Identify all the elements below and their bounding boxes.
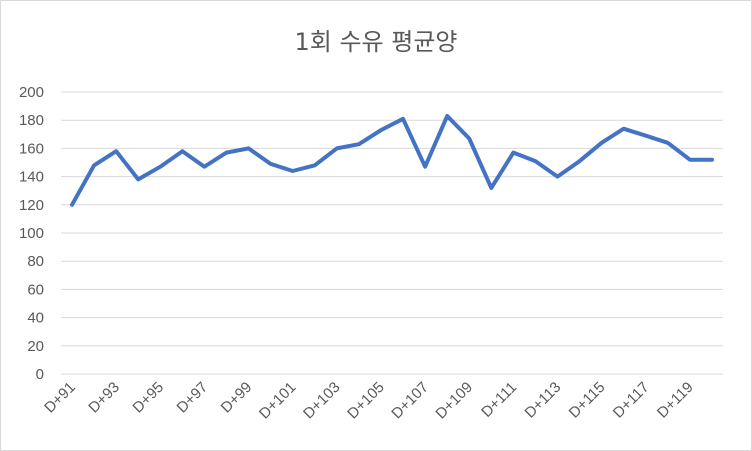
data-point xyxy=(313,163,317,167)
data-point xyxy=(511,151,515,155)
x-tick-label: D+95 xyxy=(129,379,167,417)
x-tick-label: D+115 xyxy=(566,379,609,422)
y-tick-label: 120 xyxy=(19,197,44,214)
data-point xyxy=(357,142,361,146)
x-tick-label: D+117 xyxy=(610,379,653,422)
x-tick-label: D+91 xyxy=(41,379,79,417)
data-point xyxy=(202,165,206,169)
y-tick-label: 20 xyxy=(27,338,44,355)
y-tick-label: 200 xyxy=(19,84,44,101)
data-point xyxy=(556,175,560,179)
y-tick-label: 40 xyxy=(27,310,44,327)
x-tick-label: D+111 xyxy=(478,379,520,421)
y-tick-label: 180 xyxy=(19,112,44,129)
chart-title: 1회 수유 평균양 xyxy=(294,28,458,56)
x-tick-label: D+107 xyxy=(388,379,432,423)
data-point xyxy=(688,158,692,162)
series-group xyxy=(70,114,714,207)
x-tick-label: D+99 xyxy=(218,379,256,417)
data-point xyxy=(114,149,118,153)
data-point xyxy=(666,141,670,145)
data-point xyxy=(379,128,383,132)
data-point xyxy=(291,169,295,173)
data-point xyxy=(423,165,427,169)
y-tick-label: 100 xyxy=(19,225,44,242)
x-tick-label: D+97 xyxy=(174,379,212,417)
gridlines xyxy=(61,91,723,375)
x-tick-label: D+101 xyxy=(256,379,300,423)
series-line-0 xyxy=(70,114,714,207)
data-point xyxy=(92,163,96,167)
y-tick-label: 60 xyxy=(27,281,44,298)
data-point xyxy=(644,134,648,138)
data-point xyxy=(445,114,449,118)
data-point xyxy=(622,127,626,131)
x-tick-label: D+119 xyxy=(654,379,697,422)
data-point xyxy=(269,162,273,166)
data-point xyxy=(401,117,405,121)
x-tick-label: D+109 xyxy=(432,379,476,423)
x-tick-label: D+113 xyxy=(522,379,565,422)
data-point xyxy=(578,159,582,163)
y-tick-label: 0 xyxy=(36,366,44,383)
data-point xyxy=(247,146,251,150)
data-point xyxy=(489,186,493,190)
y-tick-label: 80 xyxy=(27,253,44,270)
data-point xyxy=(70,203,74,207)
y-tick-label: 160 xyxy=(19,140,44,157)
data-point xyxy=(335,146,339,150)
data-point xyxy=(600,141,604,145)
data-point xyxy=(710,158,714,162)
data-point xyxy=(158,165,162,169)
data-point xyxy=(136,177,140,181)
x-tick-label: D+103 xyxy=(300,379,344,423)
data-point xyxy=(225,151,229,155)
y-tick-label: 140 xyxy=(19,169,44,186)
data-point xyxy=(533,159,537,163)
data-point xyxy=(467,137,471,141)
y-axis-tick-labels: 0 20 40 60 80 100 120 140 160 180 200 xyxy=(19,84,44,383)
x-tick-label: D+93 xyxy=(85,379,123,417)
x-tick-label: D+105 xyxy=(344,379,388,423)
data-point xyxy=(180,149,184,153)
x-axis-tick-labels: D+91 D+93 D+95 D+97 D+99 D+101 D+103 D+105 D+107… xyxy=(41,379,697,423)
